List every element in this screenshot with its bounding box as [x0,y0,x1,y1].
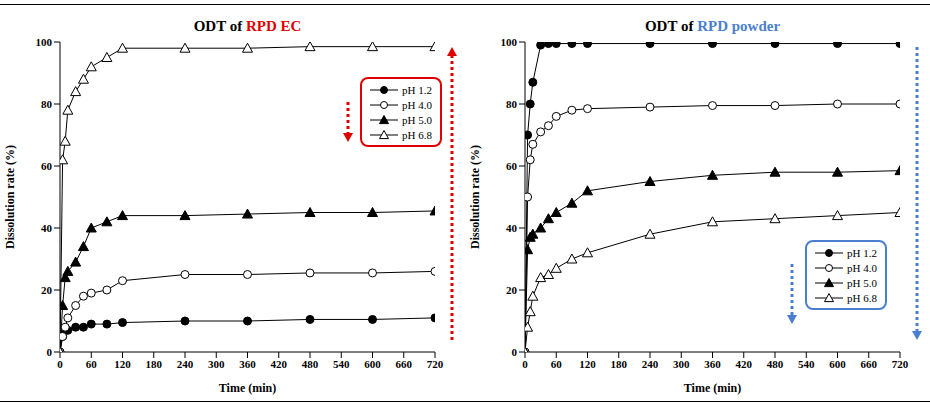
svg-text:720: 720 [892,358,909,370]
svg-text:300: 300 [208,358,225,370]
html-text:pH 6.8: pH 6.8 [402,128,432,141]
svg-text:80: 80 [41,98,53,110]
html-text:pH 1.2: pH 1.2 [847,246,877,259]
svg-text:420: 420 [271,358,288,370]
html-text:pH 5.0: pH 5.0 [847,276,877,289]
svg-text:20: 20 [506,284,518,296]
svg-text:480: 480 [767,358,784,370]
svg-text:420: 420 [736,358,753,370]
svg-text:60: 60 [551,358,563,370]
svg-text:600: 600 [829,358,846,370]
svg-text:0: 0 [57,358,63,370]
svg-text:100: 100 [36,36,53,48]
svg-text:60: 60 [86,358,98,370]
svg-text:240: 240 [642,358,659,370]
svg-text:540: 540 [798,358,815,370]
svg-text:540: 540 [333,358,350,370]
svg-text:Time (min): Time (min) [219,381,276,395]
html-text:pH 1.2: pH 1.2 [402,83,432,96]
html-text:pH 5.0: pH 5.0 [402,113,432,126]
svg-text:120: 120 [579,358,596,370]
svg-text:480: 480 [302,358,319,370]
svg-text:180: 180 [611,358,628,370]
svg-text:40: 40 [506,222,518,234]
svg-text:Dissolution rate (%): Dissolution rate (%) [3,145,17,249]
svg-text:660: 660 [396,358,413,370]
html-text:ODT of RPD EC: ODT of RPD EC [193,18,302,34]
svg-text:60: 60 [41,160,53,172]
svg-text:720: 720 [427,358,444,370]
html-text:pH 6.8: pH 6.8 [847,291,877,304]
svg-text:180: 180 [146,358,163,370]
svg-text:100: 100 [501,36,518,48]
html-text:pH 4.0: pH 4.0 [402,98,432,111]
svg-text:Dissolution rate (%): Dissolution rate (%) [468,145,482,249]
html-text:pH 4.0: pH 4.0 [847,261,877,274]
svg-text:120: 120 [114,358,131,370]
svg-text:0: 0 [512,346,518,358]
svg-text:0: 0 [47,346,53,358]
svg-text:300: 300 [673,358,690,370]
svg-text:0: 0 [522,358,528,370]
svg-text:600: 600 [364,358,381,370]
svg-text:40: 40 [41,222,53,234]
svg-text:360: 360 [239,358,256,370]
svg-text:60: 60 [506,160,518,172]
svg-text:360: 360 [704,358,721,370]
svg-text:80: 80 [506,98,518,110]
html-text:ODT of RPD powder: ODT of RPD powder [644,18,781,34]
svg-text:20: 20 [41,284,53,296]
svg-text:660: 660 [861,358,878,370]
svg-text:Time (min): Time (min) [684,381,741,395]
svg-text:240: 240 [177,358,194,370]
